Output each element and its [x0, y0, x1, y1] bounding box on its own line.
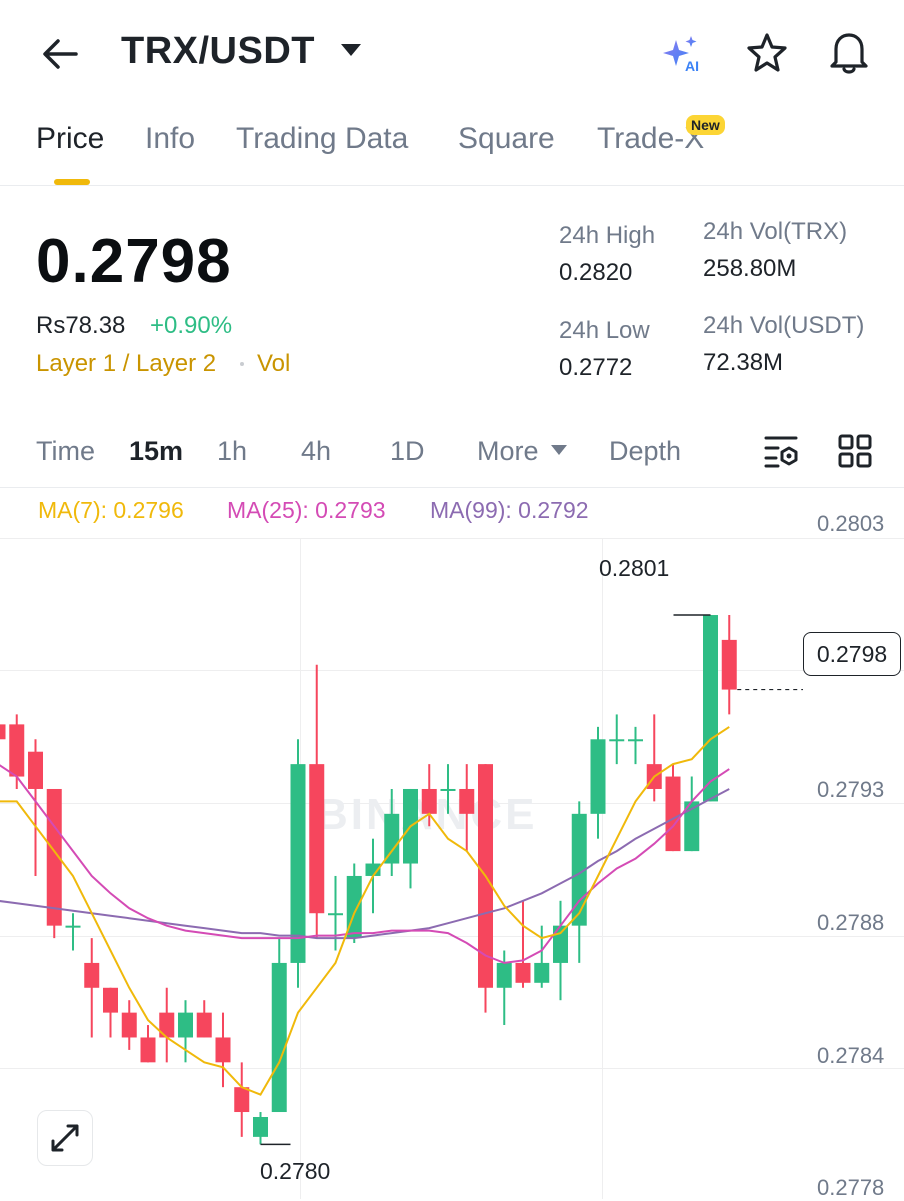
candle-body-up — [178, 1012, 193, 1038]
tab-trading-data[interactable]: Trading Data — [236, 122, 409, 155]
high-marker-label: 0.2801 — [599, 555, 670, 581]
candle-body-down — [721, 639, 737, 690]
candle-body-up — [440, 788, 456, 791]
ma7-legend: MA(7): 0.2796 — [38, 497, 184, 523]
price-change-percent: +0.90% — [150, 312, 233, 339]
y-tick-label: 0.2784 — [817, 1043, 885, 1068]
interval-15m[interactable]: 15m — [129, 436, 184, 466]
ai-sparkle-icon[interactable]: AI — [660, 34, 706, 74]
fullscreen-button[interactable] — [37, 1110, 93, 1166]
interval-time[interactable]: Time — [36, 436, 95, 466]
tabs-divider — [0, 185, 904, 186]
grid-line — [0, 1068, 904, 1069]
candle-body-down — [28, 751, 43, 789]
candle-body-down — [215, 1037, 231, 1063]
ma25-line — [0, 764, 730, 964]
y-tick-label: 0.2803 — [817, 511, 885, 536]
candle-body-down — [459, 788, 475, 814]
current-price-marker: 0.2798 — [803, 632, 901, 676]
candle-body-down — [9, 724, 25, 777]
candle-body-up — [609, 739, 625, 742]
candle-body-down — [421, 788, 437, 814]
tab-info[interactable]: Info — [145, 122, 196, 155]
interval-4h[interactable]: 4h — [301, 436, 332, 466]
candle-body-up — [496, 962, 512, 988]
low-marker-label: 0.2780 — [260, 1158, 331, 1184]
candle-body-down — [84, 962, 100, 988]
candle-body-down — [234, 1087, 250, 1113]
active-tab-indicator — [54, 179, 90, 185]
candle-body-down — [121, 1012, 137, 1038]
y-tick-label: 0.2793 — [817, 777, 885, 802]
candle-body-up — [384, 813, 400, 864]
low-label: 24h Low — [559, 317, 650, 344]
grid-layout-icon[interactable] — [838, 434, 872, 468]
more-caret-icon[interactable] — [550, 444, 568, 456]
last-price: 0.2798 — [36, 227, 232, 296]
fiat-price: Rs78.38 — [36, 312, 126, 339]
candle-body-up — [684, 801, 700, 852]
candle-body-down — [159, 1012, 175, 1038]
low-value: 0.2772 — [559, 354, 633, 381]
grid-line — [0, 936, 904, 937]
vol-usdt-value: 72.38M — [703, 349, 784, 376]
interval-divider — [0, 487, 904, 488]
ma25-legend: MA(25): 0.2793 — [227, 497, 386, 523]
bell-icon[interactable] — [826, 28, 872, 76]
vol-trx-value: 258.80M — [703, 255, 797, 282]
candle-body-up — [290, 764, 306, 963]
y-tick-label: 0.2778 — [817, 1175, 885, 1200]
interval-more[interactable]: More — [477, 436, 539, 466]
ma7-line — [0, 726, 730, 1096]
category-tag[interactable]: Layer 1 / Layer 2 — [36, 350, 217, 377]
candle-body-down — [665, 776, 681, 852]
tab-square[interactable]: Square — [458, 122, 555, 155]
candle-body-down — [196, 1012, 212, 1038]
trading-pair-title[interactable]: TRX/USDT — [121, 30, 315, 72]
vol-usdt-label: 24h Vol(USDT) — [703, 312, 865, 339]
candle-body-up — [590, 739, 606, 814]
candle-body-down — [140, 1037, 156, 1063]
candle-body-down — [46, 788, 62, 926]
candle-body-down — [0, 724, 6, 740]
interval-1d[interactable]: 1D — [390, 436, 425, 466]
candle-body-up — [365, 863, 381, 876]
vol-tag[interactable]: Vol — [257, 350, 291, 377]
candle-body-down — [515, 962, 531, 983]
vol-trx-label: 24h Vol(TRX) — [703, 218, 848, 245]
candle-body-up — [534, 962, 550, 983]
candle-body-up — [65, 925, 81, 928]
candle-body-down — [103, 987, 118, 1013]
candle-body-up — [703, 615, 718, 802]
interval-1h[interactable]: 1h — [217, 436, 248, 466]
candle-body-up — [628, 739, 643, 742]
grid-line — [0, 538, 904, 539]
tag-separator — [240, 362, 244, 366]
interval-depth[interactable]: Depth — [609, 436, 682, 466]
candle-body-up — [271, 962, 287, 1113]
new-badge: New — [686, 115, 725, 135]
svg-text:AI: AI — [685, 58, 699, 74]
high-value: 0.2820 — [559, 259, 633, 286]
candle-body-up — [328, 913, 343, 916]
indicator-settings-icon[interactable] — [762, 432, 802, 470]
caret-down-icon[interactable] — [340, 42, 362, 58]
ma99-line — [0, 788, 730, 940]
grid-line — [0, 803, 904, 804]
tab-price[interactable]: Price — [36, 122, 105, 155]
back-arrow-icon[interactable] — [36, 30, 84, 78]
candle-body-up — [253, 1116, 268, 1137]
star-icon[interactable] — [744, 30, 790, 76]
high-label: 24h High — [559, 222, 656, 249]
grid-line — [0, 670, 904, 671]
ma99-legend: MA(99): 0.2792 — [430, 497, 589, 523]
y-tick-label: 0.2788 — [817, 910, 885, 935]
candle-body-down — [309, 764, 325, 914]
expand-icon — [51, 1124, 79, 1152]
